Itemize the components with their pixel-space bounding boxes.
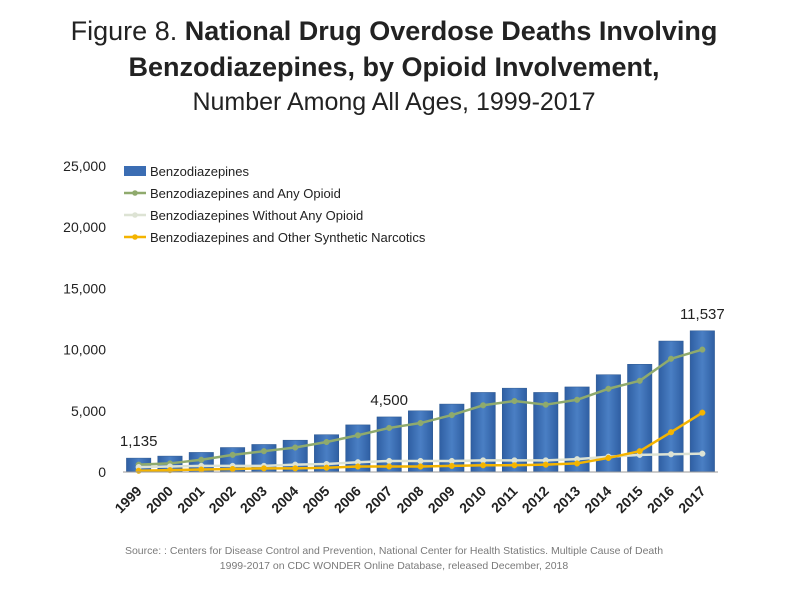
series-point bbox=[417, 419, 424, 427]
series-point bbox=[542, 461, 549, 468]
x-tick-label: 2010 bbox=[456, 483, 489, 516]
chart-title-line1: Figure 8. National Drug Overdose Deaths … bbox=[0, 14, 788, 48]
legend-swatch bbox=[124, 166, 146, 176]
x-tick-label: 2000 bbox=[143, 483, 176, 516]
legend-label: Benzodiazepines bbox=[150, 164, 250, 179]
series-point bbox=[542, 401, 549, 408]
legend-item: Benzodiazepines Without Any Opioid bbox=[124, 208, 363, 223]
series-point bbox=[480, 402, 487, 409]
source-line-2: 1999-2017 on CDC WONDER Online Database,… bbox=[219, 560, 569, 572]
legend-item: Benzodiazepines and Any Opioid bbox=[124, 186, 341, 201]
series-point bbox=[292, 444, 299, 451]
bar-2017 bbox=[689, 330, 715, 473]
series-point bbox=[323, 464, 330, 471]
series-point bbox=[417, 463, 424, 470]
series-point bbox=[605, 385, 612, 392]
series-point bbox=[636, 377, 643, 384]
series-point bbox=[511, 462, 518, 469]
series-point bbox=[667, 355, 675, 362]
series-point bbox=[448, 412, 455, 419]
x-tick-label: 2004 bbox=[268, 483, 301, 516]
legend-marker bbox=[132, 190, 138, 196]
legend-label: Benzodiazepines and Other Synthetic Narc… bbox=[150, 230, 426, 245]
bar-series bbox=[126, 330, 715, 473]
chart-title-line2: Benzodiazepines, by Opioid Involvement, bbox=[128, 52, 660, 82]
data-label-group: 1,135 4,500 11,537 bbox=[120, 306, 725, 450]
legend: Benzodiazepines Benzodiazepines and Any O… bbox=[124, 164, 426, 245]
x-tick-label: 2001 bbox=[174, 483, 207, 516]
series-point bbox=[229, 465, 236, 472]
series-point bbox=[386, 457, 393, 465]
y-tick-label: 10,000 bbox=[63, 342, 106, 358]
series-point bbox=[292, 465, 299, 472]
source-note: Source: : Centers for Disease Control an… bbox=[0, 544, 788, 574]
series-point bbox=[260, 448, 267, 455]
series-point bbox=[511, 397, 518, 405]
y-tick-label: 5,000 bbox=[71, 403, 106, 419]
chart-subtitle: Number Among All Ages, 1999-2017 bbox=[192, 88, 596, 116]
series-point bbox=[574, 460, 581, 467]
x-tick-label: 2011 bbox=[488, 483, 521, 516]
x-tick-label: 1999 bbox=[111, 483, 144, 516]
y-tick-label: 20,000 bbox=[63, 219, 106, 235]
series-point bbox=[667, 429, 675, 436]
x-tick-label: 2006 bbox=[331, 483, 364, 516]
series-point bbox=[386, 463, 393, 470]
x-tick-label: 2014 bbox=[581, 483, 614, 516]
legend-item: Benzodiazepines bbox=[124, 164, 250, 179]
x-tick-label: 2012 bbox=[519, 483, 552, 516]
chart-title-main: National Drug Overdose Deaths Involving bbox=[184, 16, 718, 46]
legend-item: Benzodiazepines and Other Synthetic Narc… bbox=[124, 230, 426, 245]
series-point bbox=[699, 450, 706, 457]
data-label: 11,537 bbox=[680, 306, 725, 323]
x-axis: 1999200020012002200320042005200620072008… bbox=[111, 471, 718, 516]
series-point bbox=[354, 432, 361, 439]
series-point bbox=[667, 451, 675, 458]
y-tick-label: 15,000 bbox=[63, 280, 106, 296]
data-label: 1,135 bbox=[120, 433, 158, 450]
x-tick-label: 2009 bbox=[425, 483, 458, 516]
y-tick-label: 25,000 bbox=[63, 158, 106, 174]
series-point bbox=[574, 396, 581, 403]
y-axis: 0 5,000 10,000 15,000 20,000 25,000 bbox=[63, 158, 106, 480]
series-point bbox=[229, 451, 236, 458]
series-point bbox=[354, 463, 361, 470]
x-tick-label: 2007 bbox=[362, 483, 395, 516]
series-point bbox=[699, 409, 706, 416]
line-series-3 bbox=[135, 409, 706, 474]
x-tick-label: 2005 bbox=[299, 483, 332, 516]
bar-2016 bbox=[658, 340, 684, 473]
line-series-group bbox=[135, 346, 706, 474]
series-point bbox=[448, 462, 455, 469]
series-point bbox=[323, 438, 330, 446]
figure-number: Figure 8. bbox=[70, 16, 178, 46]
series-point bbox=[135, 467, 142, 474]
y-tick-label: 0 bbox=[98, 464, 106, 480]
legend-marker bbox=[132, 212, 138, 218]
legend-label: Benzodiazepines Without Any Opioid bbox=[150, 208, 363, 223]
series-point bbox=[699, 346, 706, 353]
x-tick-label: 2015 bbox=[612, 483, 645, 516]
line-series-1 bbox=[135, 346, 706, 468]
data-label: 4,500 bbox=[370, 392, 408, 409]
x-tick-label: 2013 bbox=[550, 483, 583, 516]
x-tick-label: 2016 bbox=[644, 483, 677, 516]
source-line-1: Source: : Centers for Disease Control an… bbox=[124, 545, 664, 557]
series-point bbox=[480, 462, 487, 469]
series-point bbox=[260, 465, 267, 472]
series-point bbox=[386, 424, 393, 431]
legend-label: Benzodiazepines and Any Opioid bbox=[150, 186, 341, 201]
x-tick-label: 2008 bbox=[393, 483, 426, 516]
x-tick-label: 2017 bbox=[675, 483, 708, 516]
x-tick-label: 2002 bbox=[205, 483, 238, 516]
series-point bbox=[636, 448, 643, 455]
series-point bbox=[198, 456, 205, 463]
series-point bbox=[417, 457, 424, 465]
series-point bbox=[605, 454, 612, 461]
x-tick-label: 2003 bbox=[237, 483, 270, 516]
legend-marker bbox=[132, 234, 138, 240]
